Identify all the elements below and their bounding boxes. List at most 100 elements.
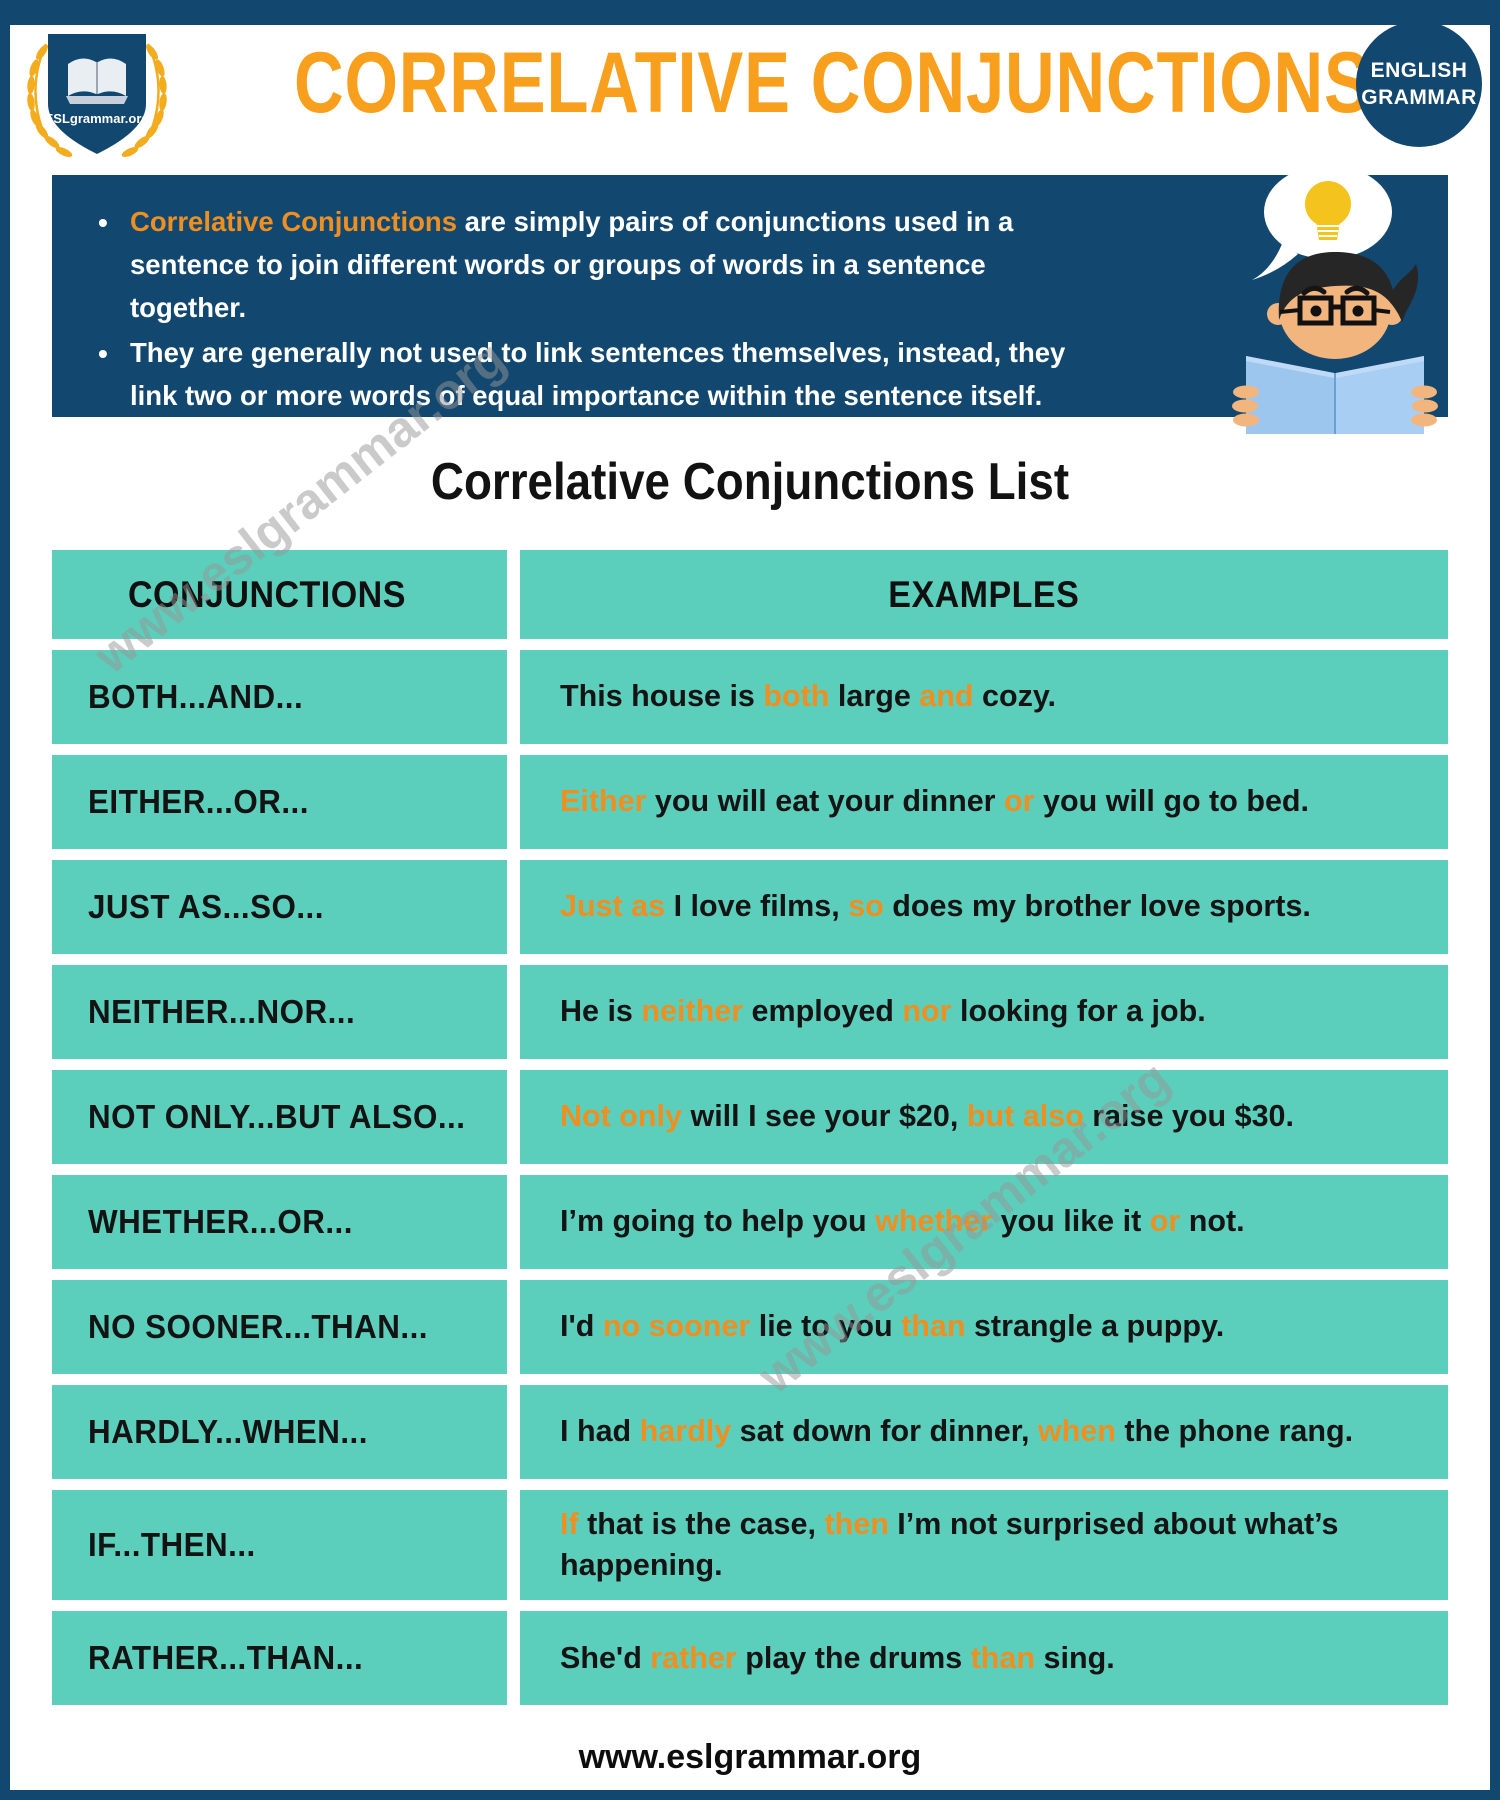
text-segment: lie to you [750,1309,902,1344]
conjunction-label: RATHER...THAN... [88,1639,364,1677]
table-row: JUST AS...SO... Just as I love films, so … [52,860,1448,954]
highlighted-word: than [970,1640,1036,1675]
conjunction-cell: BOTH...AND... [52,650,507,744]
highlighted-word: than [901,1309,966,1344]
text-segment: I had [560,1414,640,1449]
conjunction-label: NOT ONLY...BUT ALSO... [88,1098,466,1135]
intro-box: Correlative Conjunctions are simply pair… [52,175,1448,417]
highlighted-word: or [1149,1204,1181,1239]
example-sentence: This house is both large and cozy. [560,676,1056,717]
highlighted-word: hardly [639,1414,732,1449]
table-row: NEITHER...NOR... He is neither employed n… [52,965,1448,1059]
highlighted-word: Correlative Conjunctions [130,206,457,237]
text-segment: I’m going to help you [560,1204,876,1239]
highlighted-word: whether [875,1204,993,1239]
glasses-icon [1279,295,1391,326]
text-segment: I'd [560,1309,603,1344]
example-cell: I had hardly sat down for dinner, when t… [520,1385,1448,1479]
text-segment: sing. [1035,1640,1115,1675]
highlighted-word: but also [966,1099,1084,1134]
conjunction-cell: IF...THEN... [52,1490,507,1601]
conjunction-label: IF...THEN... [88,1526,256,1564]
table-row: NOT ONLY...BUT ALSO... Not only will I se… [52,1070,1448,1164]
text-segment: raise you $30. [1083,1099,1294,1134]
intro-bullet: They are generally not used to link sent… [96,332,1108,418]
highlighted-word: nor [902,994,952,1029]
highlighted-word: rather [650,1640,737,1675]
footer-url: www.eslgrammar.org [578,1738,922,1776]
highlighted-word: then [824,1507,889,1541]
highlighted-word: Not only [560,1099,682,1134]
text-segment: They are generally not used to link sent… [130,336,1066,411]
lightbulb-icon [1305,181,1351,240]
text-segment: looking for a job. [951,994,1206,1029]
conjunction-label: NEITHER...NOR... [88,993,356,1030]
highlighted-word: Just as [560,889,666,924]
example-sentence: I had hardly sat down for dinner, when t… [560,1411,1353,1452]
intro-list: Correlative Conjunctions are simply pair… [52,175,1448,417]
table-header-row: CONJUNCTIONS EXAMPLES [52,550,1448,639]
frame-bottom [0,1790,1500,1800]
highlighted-word: both [763,679,830,714]
example-cell: Just as I love films, so does my brother… [520,860,1448,954]
conjunction-label: HARDLY...WHEN... [88,1413,368,1450]
example-cell: Not only will I see your $20, but also r… [520,1070,1448,1164]
text-segment: large [829,679,920,714]
conjunction-label: WHETHER...OR... [88,1203,353,1240]
example-cell: If that is the case, then I’m not surpri… [520,1490,1448,1601]
frame-left [0,0,10,1800]
reader-head [1267,252,1419,359]
text-segment: This house is [560,679,764,714]
text-segment: I’m not surprised about what’s happening… [560,1507,1339,1583]
text-segment: I love films, [665,889,849,924]
example-cell: I'd no sooner lie to you than strangle a… [520,1280,1448,1374]
book-icon [1246,356,1424,434]
conjunction-cell: EITHER...OR... [52,755,507,849]
text-segment: sat down for dinner, [731,1414,1038,1449]
frame-right [1490,0,1500,1800]
example-sentence: Just as I love films, so does my brother… [560,886,1311,927]
conjunction-label: NO SOONER...THAN... [88,1308,428,1345]
highlighted-word: neither [641,994,744,1029]
list-title: Correlative Conjunctions List [430,453,1070,511]
frame-top [0,0,1500,25]
laurel-wreath-icon [27,43,167,158]
conjunction-cell: NOT ONLY...BUT ALSO... [52,1070,507,1164]
highlighted-word: or [1004,784,1035,819]
highlighted-word: and [919,679,974,714]
text-segment: play the drums [736,1640,971,1675]
example-sentence: I'd no sooner lie to you than strangle a… [560,1306,1224,1347]
table-row: IF...THEN... If that is the case, then I’… [52,1490,1448,1601]
highlighted-word: when [1037,1414,1116,1449]
badge-line2: GRAMMAR [1361,86,1477,109]
text-segment: the phone rang. [1115,1414,1354,1449]
text-segment: employed [743,994,903,1029]
example-cell: This house is both large and cozy. [520,650,1448,744]
conjunction-cell: WHETHER...OR... [52,1175,507,1269]
example-cell: Either you will eat your dinner or you w… [520,755,1448,849]
open-book-icon [66,58,128,104]
text-segment: She'd [560,1640,651,1675]
text-segment: you will eat your dinner [646,784,1005,819]
text-segment: you will go to bed. [1034,784,1310,819]
table-row: NO SOONER...THAN... I'd no sooner lie to … [52,1280,1448,1374]
table-row: WHETHER...OR... I’m going to help you whe… [52,1175,1448,1269]
example-sentence: I’m going to help you whether you like i… [560,1201,1245,1242]
header-examples: EXAMPLES [520,550,1448,639]
conjunction-cell: JUST AS...SO... [52,860,507,954]
text-segment: you like it [992,1204,1150,1239]
example-cell: She'd rather play the drums than sing. [520,1611,1448,1706]
eslgrammar-logo: ESLgrammar.org [27,34,167,158]
conjunction-cell: NO SOONER...THAN... [52,1280,507,1374]
example-cell: He is neither employed nor looking for a… [520,965,1448,1059]
reader-illustration [1232,165,1438,434]
text-segment: cozy. [973,679,1057,714]
conjunction-cell: HARDLY...WHEN... [52,1385,507,1479]
example-sentence: If that is the case, then I’m not surpri… [560,1504,1424,1586]
text-segment: will I see your $20, [682,1099,967,1134]
badge-line1: ENGLISH [1370,58,1468,82]
text-segment: strangle a puppy. [965,1309,1225,1344]
logo-text: ESLgrammar.org [45,111,150,126]
header-conjunctions: CONJUNCTIONS [52,550,507,639]
conjunction-cell: RATHER...THAN... [52,1611,507,1706]
